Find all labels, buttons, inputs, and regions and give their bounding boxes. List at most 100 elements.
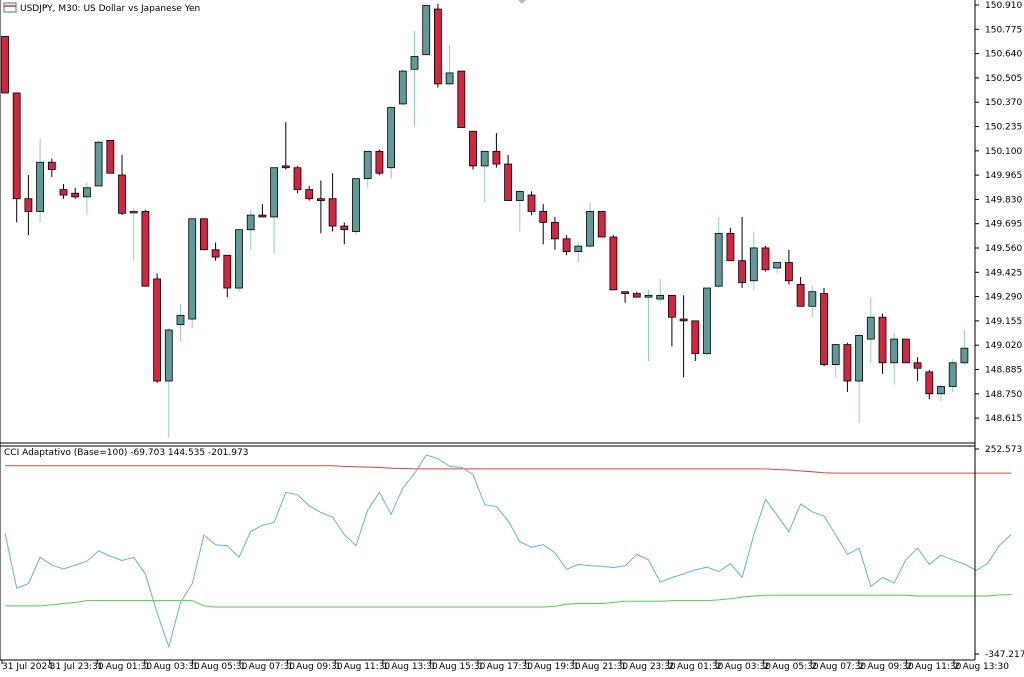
scroll-marker-icon[interactable] <box>518 0 526 4</box>
candle-body <box>574 245 583 252</box>
price-tick-label: 149.830 <box>985 195 1022 205</box>
candle <box>281 122 290 170</box>
candle <box>328 173 337 232</box>
candle <box>106 139 115 174</box>
price-tick-label: 150.100 <box>985 147 1022 157</box>
price-tick-label: 150.775 <box>985 25 1022 35</box>
candle-body <box>375 150 384 174</box>
candle <box>1 36 9 94</box>
chart-window-icon <box>3 2 17 13</box>
cci-pane[interactable] <box>4 454 1012 649</box>
candle-body <box>527 194 536 212</box>
candle <box>679 295 688 378</box>
candle-body <box>562 238 571 252</box>
candle-body <box>387 107 396 169</box>
price-tick-label: 150.505 <box>985 74 1022 84</box>
price-pane[interactable] <box>1 3 969 438</box>
candle <box>71 187 80 199</box>
time-tick-label: 2 Aug 13:30 <box>954 662 1009 672</box>
candle <box>352 178 360 236</box>
candle-body <box>621 291 629 294</box>
price-tick-label: 149.155 <box>985 317 1022 327</box>
price-tick-label: 149.290 <box>985 293 1022 303</box>
candle-body <box>855 335 863 382</box>
time-tick-label: 1 Aug 05:30 <box>192 662 247 672</box>
candle <box>153 273 162 383</box>
candle-body <box>668 294 676 318</box>
candle-body <box>445 72 454 85</box>
cci-axis: 252.573 -347.217 <box>975 445 1024 660</box>
candle <box>47 158 56 177</box>
candle-body <box>937 386 945 395</box>
candle <box>457 70 466 129</box>
candle-body <box>586 211 594 247</box>
price-tick-label: 148.885 <box>985 366 1022 376</box>
candle <box>83 182 91 216</box>
symbol-title: USDJPY, M30: US Dollar vs Japanese Yen <box>20 4 200 14</box>
time-tick-label: 2 Aug 07:30 <box>811 662 866 672</box>
candle <box>609 235 618 291</box>
time-tick-label: 1 Aug 17:30 <box>478 662 533 672</box>
time-tick-label: 1 Aug 23:30 <box>621 662 676 672</box>
candle-body <box>480 150 489 167</box>
candle-body <box>679 318 688 322</box>
candle-body <box>363 150 372 180</box>
candle <box>305 185 314 201</box>
indicator-title: CCI Adaptativo (Base=100) -69.703 144.53… <box>4 448 248 458</box>
candle <box>398 69 407 106</box>
candle <box>855 333 863 423</box>
candle <box>59 184 68 199</box>
candle-body <box>293 167 302 190</box>
time-tick-label: 1 Aug 01:30 <box>97 662 152 672</box>
price-tick-label: 149.425 <box>985 268 1022 278</box>
price-tick-label: 148.615 <box>985 414 1022 424</box>
candle <box>480 150 489 203</box>
candle <box>632 291 641 298</box>
symbol-header: USDJPY, M30: US Dollar vs Japanese Yen <box>3 2 200 14</box>
candle-body <box>281 165 290 169</box>
candle-body <box>164 329 173 382</box>
candle <box>235 229 243 292</box>
candle-body <box>328 198 337 227</box>
time-tick-label: 1 Aug 03:30 <box>145 662 200 672</box>
cci-tick-label: -347.217 <box>985 650 1024 660</box>
candle-body <box>24 198 33 212</box>
candle <box>293 165 302 194</box>
candle <box>726 227 735 262</box>
candle <box>902 338 910 364</box>
candle <box>258 204 267 218</box>
candle-body <box>223 254 232 289</box>
candle <box>176 304 185 341</box>
candle <box>644 289 653 361</box>
time-tick-label: 2 Aug 05:30 <box>764 662 819 672</box>
candle-body <box>726 232 735 262</box>
candle-body <box>340 225 349 231</box>
candle <box>141 209 150 287</box>
candle-body <box>796 283 805 307</box>
candle <box>831 344 840 378</box>
candle-body <box>305 189 314 200</box>
candle-body <box>551 222 559 240</box>
cci-tick-label: 252.573 <box>985 445 1022 455</box>
candle <box>574 242 583 263</box>
candle-body <box>1 36 9 94</box>
candle <box>948 359 957 392</box>
time-tick-label: 2 Aug 03:30 <box>716 662 771 672</box>
cci-upper-band-line <box>5 465 1012 474</box>
price-tick-label: 150.640 <box>985 50 1022 60</box>
time-tick-label: 1 Aug 15:30 <box>430 662 485 672</box>
price-tick-label: 150.235 <box>985 123 1022 133</box>
candle-body <box>902 338 910 364</box>
time-tick-label: 1 Aug 19:30 <box>526 662 581 672</box>
candle-body <box>410 56 419 70</box>
candle <box>422 5 431 56</box>
candle <box>504 154 513 201</box>
candle <box>211 242 220 261</box>
candle <box>515 189 524 232</box>
time-tick-label: 2 Aug 11:30 <box>906 662 961 672</box>
time-tick-label: 1 Aug 13:30 <box>383 662 438 672</box>
time-tick-label: 1 Aug 21:30 <box>573 662 628 672</box>
candle <box>375 149 384 176</box>
candle <box>492 133 501 168</box>
candle-body <box>94 141 103 187</box>
